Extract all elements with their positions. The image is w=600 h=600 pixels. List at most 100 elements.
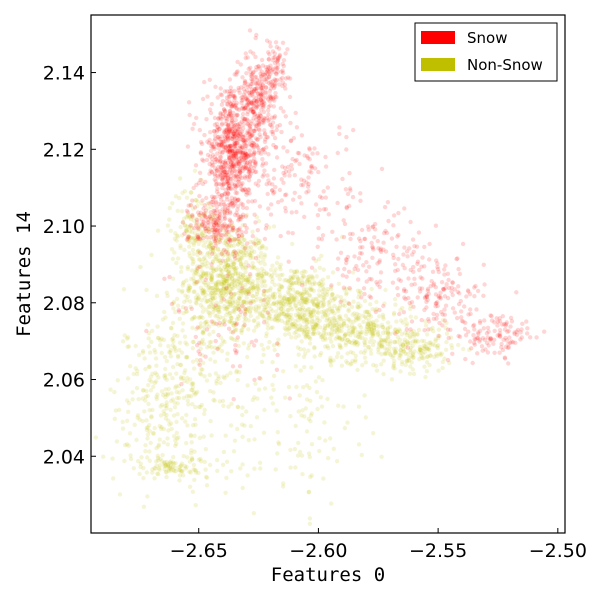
point-non-snow (251, 239, 256, 244)
point-non-snow (276, 441, 282, 447)
point-non-snow (236, 304, 241, 309)
point-non-snow (258, 260, 263, 266)
point-snow (418, 275, 423, 280)
point-non-snow (293, 335, 298, 340)
point-snow (341, 218, 346, 223)
point-snow (219, 251, 224, 257)
point-non-snow (149, 252, 154, 258)
point-snow (222, 128, 227, 133)
point-snow (401, 288, 407, 294)
point-snow (265, 135, 270, 140)
point-snow (183, 306, 189, 311)
point-snow (226, 126, 231, 132)
point-snow (247, 131, 252, 136)
point-non-snow (344, 292, 349, 297)
point-non-snow (204, 275, 209, 280)
point-non-snow (227, 257, 233, 263)
point-non-snow (299, 325, 305, 330)
point-non-snow (238, 466, 243, 471)
point-non-snow (163, 315, 168, 320)
point-non-snow (238, 240, 243, 245)
point-non-snow (272, 300, 277, 305)
point-snow (270, 132, 276, 137)
point-non-snow (202, 255, 207, 260)
point-non-snow (301, 269, 306, 274)
point-non-snow (223, 289, 228, 295)
point-non-snow (284, 277, 289, 283)
point-non-snow (238, 215, 243, 220)
point-non-snow (260, 275, 265, 280)
point-non-snow (296, 278, 302, 283)
point-non-snow (239, 290, 244, 295)
point-non-snow (140, 418, 145, 424)
point-non-snow (229, 235, 234, 240)
point-snow (419, 264, 424, 269)
point-non-snow (289, 282, 294, 287)
point-non-snow (236, 297, 241, 303)
point-non-snow (219, 290, 224, 296)
point-snow (514, 290, 519, 295)
point-snow (242, 78, 248, 84)
point-snow (290, 156, 295, 162)
point-non-snow (226, 244, 232, 249)
point-non-snow (291, 321, 296, 327)
point-snow (289, 210, 294, 215)
point-snow (507, 335, 512, 340)
point-snow (228, 199, 233, 204)
point-snow (457, 271, 463, 277)
point-non-snow (153, 356, 159, 361)
point-non-snow (210, 227, 215, 233)
point-non-snow (332, 316, 337, 321)
point-non-snow (225, 257, 230, 262)
point-non-snow (296, 326, 301, 331)
point-non-snow (145, 455, 150, 460)
point-non-snow (270, 308, 275, 314)
point-snow (226, 176, 231, 181)
point-non-snow (235, 282, 240, 287)
point-snow (268, 103, 273, 108)
point-snow (286, 164, 291, 170)
point-non-snow (358, 330, 363, 335)
point-non-snow (195, 297, 201, 302)
point-non-snow (122, 458, 127, 464)
point-non-snow (218, 305, 223, 310)
point-non-snow (148, 440, 153, 446)
point-non-snow (260, 244, 265, 249)
point-non-snow (212, 306, 218, 311)
point-non-snow (325, 322, 331, 328)
point-non-snow (227, 253, 232, 259)
point-non-snow (167, 372, 173, 377)
point-non-snow (244, 265, 249, 271)
point-non-snow (231, 296, 236, 301)
point-non-snow (364, 309, 369, 315)
point-non-snow (232, 291, 237, 297)
point-non-snow (248, 289, 254, 294)
point-non-snow (221, 286, 226, 291)
point-non-snow (247, 287, 252, 292)
point-snow (242, 322, 247, 328)
point-snow (226, 202, 231, 208)
point-non-snow (248, 253, 253, 259)
point-non-snow (177, 316, 182, 321)
point-snow (277, 82, 282, 87)
point-non-snow (297, 449, 303, 455)
point-non-snow (193, 300, 199, 305)
point-non-snow (229, 280, 235, 285)
point-snow (213, 303, 218, 308)
point-snow (280, 40, 286, 45)
point-non-snow (335, 306, 340, 311)
point-non-snow (292, 272, 297, 277)
point-non-snow (306, 326, 311, 332)
point-non-snow (310, 276, 315, 281)
point-non-snow (259, 273, 264, 278)
point-non-snow (345, 351, 350, 356)
point-non-snow (279, 284, 285, 290)
point-non-snow (232, 438, 238, 443)
point-snow (386, 218, 391, 224)
point-snow (281, 180, 286, 185)
point-non-snow (179, 290, 185, 295)
point-non-snow (219, 342, 224, 347)
point-non-snow (304, 333, 309, 339)
point-non-snow (301, 291, 306, 296)
point-non-snow (211, 350, 216, 355)
